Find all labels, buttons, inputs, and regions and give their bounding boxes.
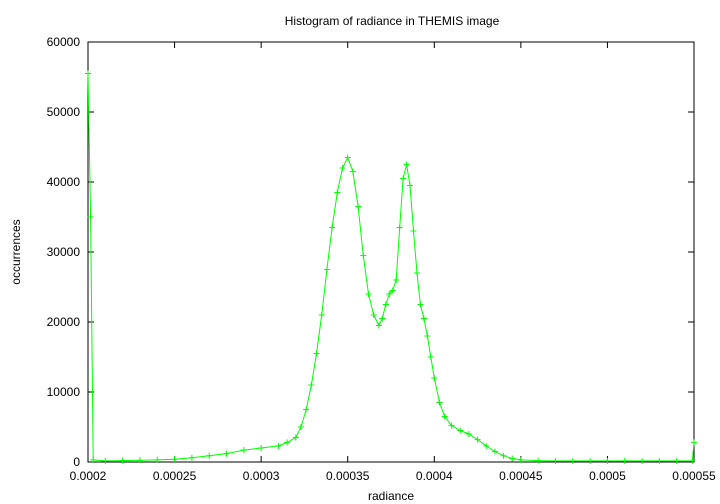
data-series [85,70,697,464]
axis-ticks: 0.0002 0.00025 0.0003 0.00035 0.0004 0.00045 0… [47,35,716,483]
x-axis-label: radiance [368,489,414,503]
data-point [334,189,341,196]
y-tick-label: 30000 [47,245,81,259]
data-point [535,457,542,464]
data-point [673,457,680,464]
data-point [420,315,427,322]
data-point [436,399,443,406]
data-point [509,455,516,462]
x-tick-label: 0.0004 [416,469,453,483]
data-point [474,436,481,443]
data-point [284,439,291,446]
data-point [188,454,195,461]
data-point [370,312,377,318]
data-point [318,312,325,318]
data-point [457,427,464,434]
data-point [313,350,320,357]
data-point [382,301,389,308]
x-tick-label: 0.00055 [672,469,716,483]
data-point [517,456,524,463]
data-point [85,70,91,77]
data-point [206,452,213,459]
data-point [136,457,143,464]
data-point [604,457,611,464]
x-tick-label: 0.0003 [243,469,280,483]
y-tick-label: 10000 [47,385,81,399]
x-tick-label: 0.00035 [326,469,370,483]
data-point [465,431,472,437]
chart-title: Histogram of radiance in THEMIS image [285,14,500,28]
x-tick-label: 0.00025 [153,469,197,483]
data-point [297,424,304,430]
data-point [491,448,498,455]
data-point [386,291,393,297]
data-point [329,224,336,231]
data-point [413,270,420,276]
data-point [389,287,396,294]
data-point [656,457,663,464]
data-point [365,291,372,297]
y-tick-label: 60000 [47,35,81,49]
series-line [87,73,695,462]
x-tick-label: 0.0005 [589,469,626,483]
y-tick-label: 0 [73,455,80,469]
data-point [417,301,424,308]
data-point [292,434,299,441]
data-point [87,214,94,220]
data-point [396,224,403,231]
data-point [240,447,247,454]
data-point [569,457,576,464]
data-point [483,442,490,449]
data-point [689,457,696,464]
data-point [258,445,265,451]
data-point [431,375,438,381]
data-point [119,457,126,464]
data-point [379,315,386,322]
data-point [621,457,628,464]
data-point [441,413,448,420]
x-tick-label: 0.0002 [70,469,107,483]
plot-frame [87,41,695,463]
data-point [349,168,356,175]
data-point [587,457,594,464]
data-point [355,203,362,210]
data-point [552,457,559,464]
data-point [500,452,507,459]
data-point [427,354,434,360]
y-tick-label: 50000 [47,105,81,119]
data-point [448,422,455,429]
data-point [339,165,346,171]
y-tick-label: 40000 [47,175,81,189]
data-point [360,252,367,259]
data-point [403,161,410,168]
data-point [154,456,161,463]
data-point [400,175,407,182]
data-point [102,457,109,464]
data-point [691,439,697,446]
data-point [410,228,417,234]
data-point [90,456,97,463]
y-tick-label: 20000 [47,315,81,329]
data-point [223,450,230,457]
x-tick-label: 0.00045 [499,469,543,483]
data-point [323,266,330,273]
data-point [275,442,282,449]
data-point [308,382,315,388]
data-point [171,456,178,463]
data-point [407,182,414,189]
data-point [344,154,351,161]
y-axis-label: occurrences [9,219,23,284]
data-point [303,406,310,413]
data-point [375,322,382,329]
data-point [639,457,646,464]
data-point [424,333,431,339]
data-point [393,277,400,283]
